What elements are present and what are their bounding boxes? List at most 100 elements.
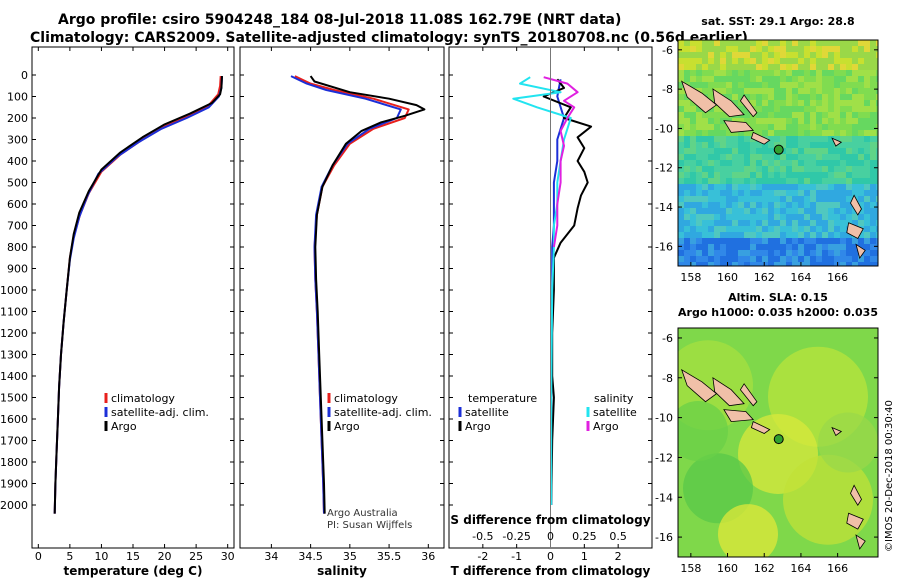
sst-cell <box>708 262 714 266</box>
sst-cell <box>822 160 828 166</box>
sst-cell <box>834 166 840 172</box>
sst-cell <box>804 244 810 250</box>
sst-cell <box>678 112 684 118</box>
sst-cell <box>732 70 738 76</box>
sst-cell <box>714 202 720 208</box>
sst-cell <box>798 172 804 178</box>
sst-cell <box>792 226 798 232</box>
sst-cell <box>732 184 738 190</box>
island <box>750 421 771 434</box>
sst-cell <box>852 94 858 100</box>
island <box>846 222 864 240</box>
salinity-legend-item-label: climatology <box>334 392 398 405</box>
depth-tick-label: 1200 <box>0 327 28 340</box>
sst-cell <box>744 154 750 160</box>
depth-tick-label: 1300 <box>0 349 28 362</box>
sst-cell <box>864 166 870 172</box>
sst-cell <box>690 172 696 178</box>
sst-cell <box>696 208 702 214</box>
sst-cell <box>816 160 822 166</box>
sst-cell <box>762 64 768 70</box>
sst-cell <box>780 154 786 160</box>
sst-cell <box>876 70 878 76</box>
sst-cell <box>792 82 798 88</box>
sst-cell <box>726 58 732 64</box>
sst-cell <box>762 238 768 244</box>
sst-cell <box>792 166 798 172</box>
sst-cell <box>678 64 684 70</box>
sst-cell <box>756 58 762 64</box>
sla-map-ytick-label: -14 <box>655 491 673 504</box>
sst-cell <box>804 232 810 238</box>
sst-cell <box>816 46 822 52</box>
depth-tick-label: 700 <box>7 220 28 233</box>
island <box>723 120 755 133</box>
sst-cell <box>738 70 744 76</box>
sst-cell <box>690 184 696 190</box>
sst-cell <box>708 226 714 232</box>
sst-cell <box>750 256 756 262</box>
sst-cell <box>690 256 696 262</box>
sst-cell <box>786 178 792 184</box>
sst-cell <box>702 124 708 130</box>
sst-cell <box>684 238 690 244</box>
sst-cell <box>714 76 720 82</box>
sst-cell <box>816 112 822 118</box>
sst-cell <box>762 214 768 220</box>
sst-cell <box>702 202 708 208</box>
sst-cell <box>858 70 864 76</box>
sst-cell <box>702 118 708 124</box>
sst-cell <box>684 124 690 130</box>
sst-cell <box>744 166 750 172</box>
sst-cell <box>852 262 858 266</box>
sst-cell <box>762 202 768 208</box>
sst-cell <box>816 118 822 124</box>
sst-cell <box>804 172 810 178</box>
sst-cell <box>750 208 756 214</box>
sst-cell <box>738 172 744 178</box>
salinity-profile-xtick-label: 34 <box>264 550 278 563</box>
sst-cell <box>876 172 878 178</box>
sst-cell <box>774 46 780 52</box>
sst-cell <box>720 214 726 220</box>
temperature-profile-xtick-label: 5 <box>66 550 73 563</box>
sst-cell <box>678 88 684 94</box>
sst-cell <box>834 124 840 130</box>
sst-cell <box>804 220 810 226</box>
sst-cell <box>840 238 846 244</box>
sst-cell <box>828 232 834 238</box>
sst-cell <box>744 136 750 142</box>
sst-cell <box>804 148 810 154</box>
sst-cell <box>708 46 714 52</box>
sst-cell <box>870 112 876 118</box>
sst-cell <box>876 136 878 142</box>
temperature-profile-xtick-label: 25 <box>189 550 203 563</box>
sst-cell <box>828 208 834 214</box>
sst-cell <box>780 256 786 262</box>
sst-cell <box>708 118 714 124</box>
sst-cell <box>780 202 786 208</box>
sst-cell <box>876 154 878 160</box>
sst-cell <box>684 172 690 178</box>
sst-cell <box>858 244 864 250</box>
sla-blob <box>683 453 753 524</box>
sst-cell <box>816 244 822 250</box>
sst-cell <box>732 40 738 46</box>
sst-cell <box>744 202 750 208</box>
sst-cell <box>750 40 756 46</box>
sst-cell <box>864 214 870 220</box>
sst-cell <box>696 232 702 238</box>
sst-cell <box>846 40 852 46</box>
sst-cell <box>708 178 714 184</box>
sst-cell <box>732 208 738 214</box>
sst-cell <box>780 226 786 232</box>
sst-cell <box>750 76 756 82</box>
sst-cell <box>762 88 768 94</box>
sst-cell <box>696 196 702 202</box>
sst-cell <box>870 202 876 208</box>
sst-cell <box>690 178 696 184</box>
sst-cell <box>714 118 720 124</box>
sst-cell <box>750 160 756 166</box>
sst-cell <box>732 250 738 256</box>
sst-cell <box>714 82 720 88</box>
